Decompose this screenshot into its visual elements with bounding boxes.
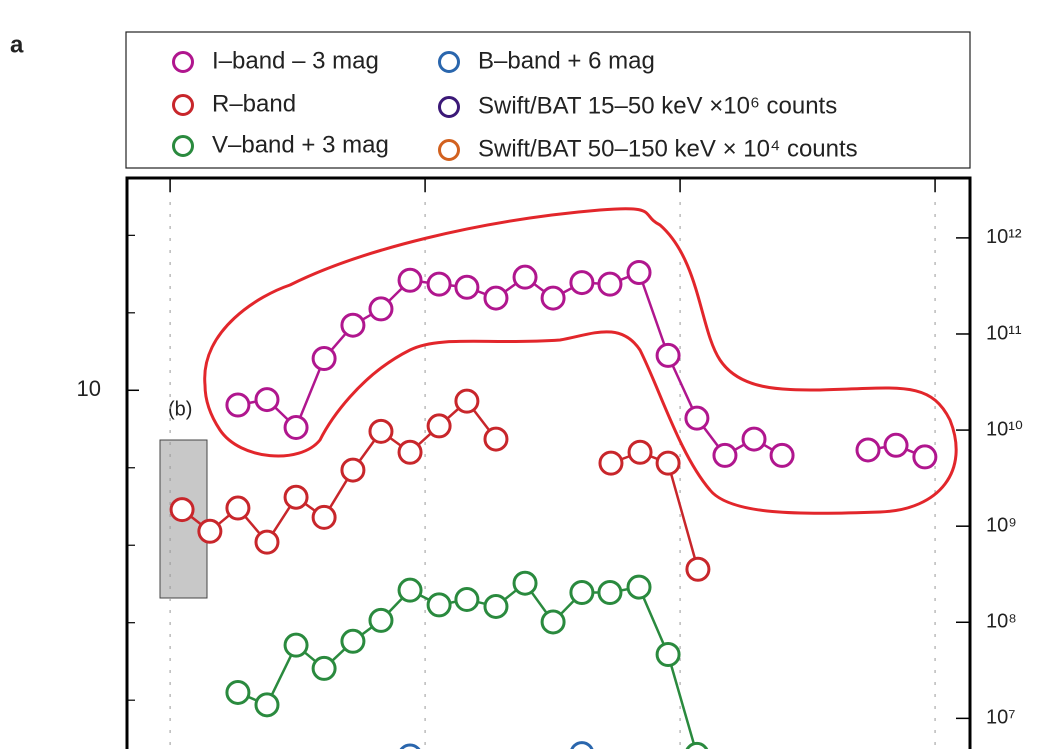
data-point (912, 444, 938, 470)
legend-label: V–band + 3 mag (212, 131, 389, 158)
data-point (597, 579, 623, 605)
data-point (254, 387, 280, 413)
data-point (283, 632, 309, 658)
legend-label: B–band + 6 mag (478, 47, 655, 74)
data-point (454, 274, 480, 300)
legend-marker (172, 94, 194, 116)
panel-label: a (10, 31, 24, 58)
data-point (685, 741, 709, 749)
legend-marker (172, 51, 194, 73)
data-point (283, 484, 309, 510)
plot-area (169, 260, 938, 749)
data-point (540, 285, 566, 311)
data-point (197, 518, 223, 544)
legend-marker (438, 139, 460, 161)
y-tick-label: 10 (77, 376, 101, 401)
legend: I–band – 3 mag R–band V–band + 3 mag B–band… (172, 47, 858, 162)
data-point (225, 392, 251, 418)
data-point (426, 413, 452, 439)
y2-tick-label: 10⁸ (986, 611, 1017, 633)
data-point (368, 296, 394, 322)
data-point (483, 285, 509, 311)
series-line (237, 270, 926, 459)
data-point (597, 271, 623, 297)
data-point (769, 442, 795, 468)
data-point (454, 388, 480, 414)
data-point (225, 495, 251, 521)
data-point (540, 609, 566, 635)
legend-label: Swift/BAT 50–150 keV × 10⁴ counts (478, 135, 858, 162)
data-point (570, 741, 594, 749)
annotation: (b) (168, 398, 192, 420)
legend-box (125, 31, 971, 169)
data-point (655, 641, 681, 667)
legend-marker (172, 135, 194, 157)
data-point (340, 457, 366, 483)
data-point (741, 426, 767, 452)
highlight-outline (203, 207, 958, 515)
data-point (855, 437, 881, 463)
data-point (254, 692, 280, 718)
data-point (626, 260, 652, 286)
y2-tick-label: 10¹² (986, 226, 1022, 248)
data-point (283, 414, 309, 440)
data-point (627, 439, 653, 465)
data-point (655, 342, 681, 368)
data-point (397, 439, 423, 465)
data-point (454, 586, 480, 612)
legend-label: Swift/BAT 15–50 keV ×10⁶ counts (478, 92, 837, 119)
data-point (397, 577, 423, 603)
axes: 10 10⁷ 10⁸ 10⁹ 10¹⁰ 10¹¹ 10¹² (77, 178, 1023, 749)
data-point (311, 504, 337, 530)
data-point (483, 426, 509, 452)
data-point (569, 579, 595, 605)
legend-label: R–band (212, 90, 296, 117)
data-point (685, 556, 711, 582)
legend-marker (438, 96, 460, 118)
data-point (368, 418, 394, 444)
data-point (569, 270, 595, 296)
data-point (626, 574, 652, 600)
data-point (512, 264, 538, 290)
y2-tick-label: 10¹⁰ (986, 418, 1023, 440)
plot-frame (125, 176, 972, 749)
y2-tick-label: 10⁹ (986, 514, 1017, 536)
data-point (340, 628, 366, 654)
legend-marker (438, 51, 460, 73)
data-point (712, 442, 738, 468)
data-point (426, 271, 452, 297)
data-point (225, 679, 251, 705)
data-point (483, 593, 509, 619)
data-point (598, 450, 624, 476)
data-point (512, 570, 538, 596)
data-point (311, 346, 337, 372)
data-point (883, 432, 909, 458)
data-point (399, 743, 421, 749)
data-point (397, 267, 423, 293)
data-point (311, 655, 337, 681)
legend-label: I–band – 3 mag (212, 47, 379, 74)
data-point (169, 497, 195, 523)
y2-tick-label: 10⁷ (986, 707, 1015, 729)
data-point (655, 450, 681, 476)
data-point (254, 529, 280, 555)
data-point (340, 312, 366, 338)
data-point (684, 405, 710, 431)
data-point (426, 592, 452, 618)
data-point (368, 607, 394, 633)
y2-tick-label: 10¹¹ (986, 322, 1022, 344)
